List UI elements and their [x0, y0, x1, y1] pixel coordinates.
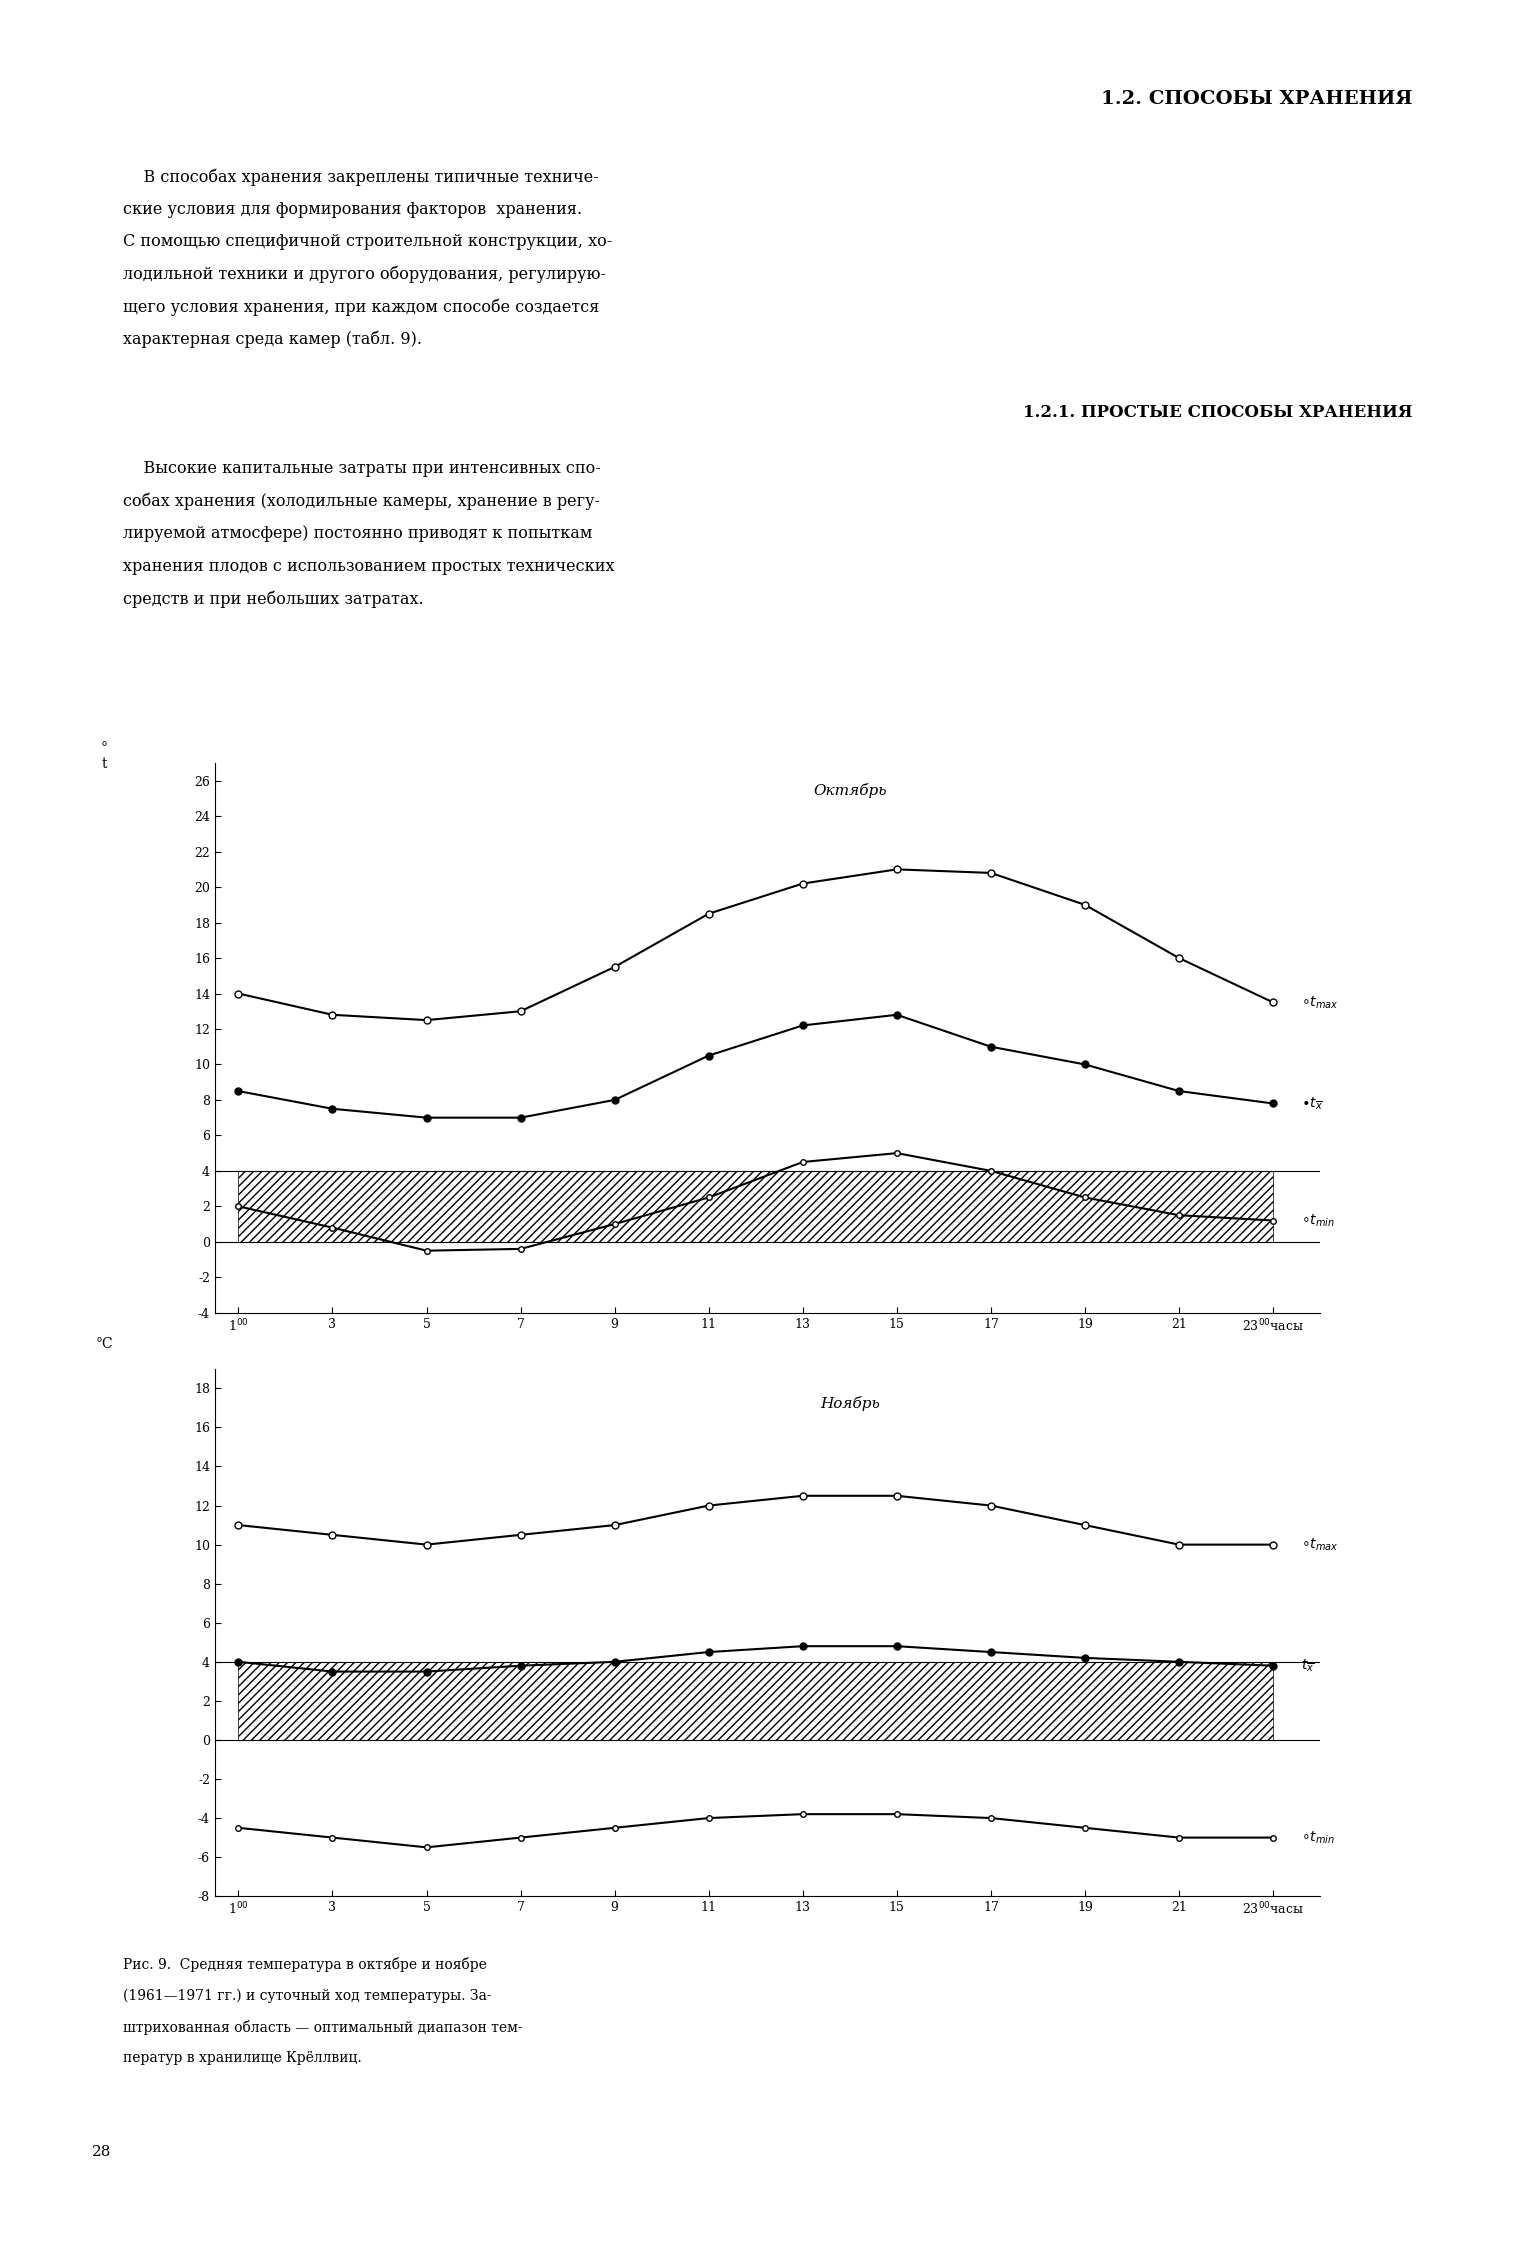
Text: средств и при небольших затратах.: средств и при небольших затратах.: [123, 590, 424, 608]
Text: $\circ t_{max}$: $\circ t_{max}$: [1302, 1537, 1339, 1553]
Text: щего условия хранения, при каждом способе создается: щего условия хранения, при каждом способ…: [123, 298, 599, 316]
Text: $\circ t_{min}$: $\circ t_{min}$: [1302, 1212, 1335, 1230]
Text: хранения плодов с использованием простых технических: хранения плодов с использованием простых…: [123, 557, 614, 574]
Text: характерная среда камер (табл. 9).: характерная среда камер (табл. 9).: [123, 332, 422, 348]
Text: Ноябрь: Ноябрь: [820, 1396, 880, 1411]
Text: Рис. 9.  Средняя температура в октябре и ноябре: Рис. 9. Средняя температура в октябре и …: [123, 1957, 487, 1972]
Text: С помощью специфичной строительной конструкции, хо-: С помощью специфичной строительной конст…: [123, 233, 612, 251]
Text: 1.2.1. ПРОСТЫЕ СПОСОБЫ ХРАНЕНИЯ: 1.2.1. ПРОСТЫЕ СПОСОБЫ ХРАНЕНИЯ: [1022, 404, 1412, 422]
Text: °C: °C: [95, 1337, 114, 1351]
Text: штрихованная область — оптимальный диапазон тем-: штрихованная область — оптимальный диапа…: [123, 2020, 522, 2035]
Text: Октябрь: Октябрь: [814, 783, 887, 799]
Text: ские условия для формирования факторов  хранения.: ские условия для формирования факторов х…: [123, 200, 582, 218]
Text: лодильной техники и другого оборудования, регулирую-: лодильной техники и другого оборудования…: [123, 265, 606, 283]
Text: $\bullet t_{\overline{x}}$: $\bullet t_{\overline{x}}$: [1302, 1095, 1323, 1111]
Text: $t_{\overline{x}}$: $t_{\overline{x}}$: [1302, 1658, 1314, 1674]
Text: $\circ t_{min}$: $\circ t_{min}$: [1302, 1829, 1335, 1847]
Text: собах хранения (холодильные камеры, хранение в регу-: собах хранения (холодильные камеры, хран…: [123, 491, 600, 509]
Text: ператур в хранилище Крёллвиц.: ператур в хранилище Крёллвиц.: [123, 2051, 362, 2064]
Text: 1.2. СПОСОБЫ ХРАНЕНИЯ: 1.2. СПОСОБЫ ХРАНЕНИЯ: [1101, 90, 1412, 108]
Text: 28: 28: [92, 2145, 112, 2159]
Text: $\circ t_{max}$: $\circ t_{max}$: [1302, 994, 1339, 1010]
Text: Высокие капитальные затраты при интенсивных спо-: Высокие капитальные затраты при интенсив…: [123, 460, 600, 478]
Text: В способах хранения закреплены типичные техниче-: В способах хранения закреплены типичные …: [123, 168, 599, 186]
Text: лируемой атмосфере) постоянно приводят к попыткам: лируемой атмосфере) постоянно приводят к…: [123, 525, 593, 543]
Text: °
t: ° t: [101, 741, 107, 772]
Text: (1961—1971 гг.) и суточный ход температуры. За-: (1961—1971 гг.) и суточный ход температу…: [123, 1988, 491, 2002]
